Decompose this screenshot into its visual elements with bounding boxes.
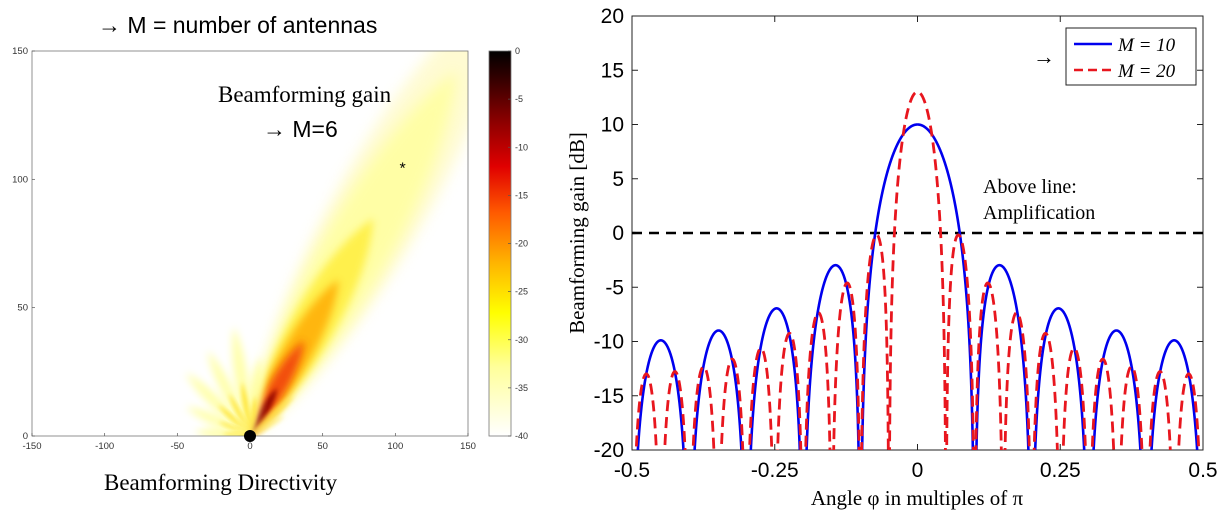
amplification-annotation-line2: Amplification [983,202,1095,224]
line-axis-ticks: -0.5 -0.25 0 0.25 0.5 20 15 10 5 0 -5 -10 -15 -20 [594,5,1218,482]
legend: M = 10 M = 20 [1065,27,1197,86]
beam-gain-chart: -0.5 -0.25 0 0.25 0.5 20 15 10 5 0 -5 -10 -15 -20 Abo… [565,5,1218,510]
heatmap-field [185,51,468,436]
heatmap-x-tick-label: -150 [22,441,41,452]
side-lobe-core-2 [241,381,251,436]
colorbar-tick-label: -35 [515,383,528,393]
heatmap-caption: Beamforming Directivity [104,470,338,495]
colorbar-tick-label: -15 [515,190,528,200]
y-tick-label: 0 [612,222,624,245]
heatmap-x-tick-label: 150 [460,441,476,452]
legend-arrow: → [1033,44,1055,69]
side-lobe-core-4 [217,404,250,436]
series-line-m10 [636,123,1199,450]
amplification-annotation-line1: Above line: [983,176,1077,198]
colorbar-tick-label: -20 [515,239,528,249]
x-tick-label: 0.25 [1040,459,1081,482]
colorbar-tick-label: -10 [515,142,528,152]
legend-box [1065,27,1197,86]
source-antenna-marker [244,430,256,442]
y-tick-label: -10 [594,331,624,354]
y-tick-label: 10 [601,114,624,137]
heatmap-ticks: -150 -100 -50 0 50 100 150 0 50 100 150 [12,46,476,452]
target-star-marker: * [399,161,405,178]
y-tick-label: -5 [605,276,624,299]
heatmap-x-tick-label: 50 [317,441,328,452]
y-tick-label: 15 [601,59,624,82]
colorbar [488,50,512,437]
colorbar-tick-label: -30 [515,335,528,345]
y-tick-label: -20 [594,439,624,462]
legend-label-m20: M = 20 [1117,61,1176,82]
heatmap-x-tick-label: 0 [247,441,252,452]
y-axis-label: Beamforming gain [dB] [565,132,589,334]
heatmap-x-tick-label: -50 [170,441,184,452]
heatmap-annotation: Beamforming gain [218,82,392,107]
x-tick-label: -0.25 [751,459,799,482]
header-note: → M = number of antennas [98,12,378,38]
colorbar-tick-label: -40 [515,431,528,441]
series-line-m20 [634,90,1201,450]
legend-label-m10: M = 10 [1117,35,1176,56]
x-tick-label: 0 [912,459,924,482]
x-tick-label: -0.5 [614,459,650,482]
x-tick-label: 0.5 [1188,459,1217,482]
heatmap-y-tick-label: 100 [12,174,28,185]
colorbar-tick-label: -5 [515,94,523,104]
side-lobe-core-1 [249,396,257,436]
y-tick-label: 5 [612,168,624,191]
heatmap-x-tick-label: 100 [387,441,403,452]
side-lobe-right-1 [250,395,295,436]
side-lobe-core-5 [218,421,250,436]
side-lobe-right-2 [250,415,285,436]
heatmap-y-tick-label: 0 [23,431,28,442]
main-beam-core [250,388,278,436]
side-lobe-core-3 [228,393,250,436]
colorbar-tick-label: 0 [515,46,520,56]
heatmap-annotation-sub: → M=6 [263,116,338,142]
colorbar-ticks: 0 -5 -10 -15 -20 -25 -30 -35 -40 [508,46,528,441]
side-lobe-6 [195,428,250,436]
y-tick-label: -15 [594,385,624,408]
heatmap-x-tick-label: -100 [95,441,114,452]
heatmap-y-tick-label: 50 [17,303,28,314]
x-axis-label: Angle φ in multiples of π [811,486,1024,510]
colorbar-tick-label: -25 [515,287,528,297]
heatmap-y-tick-label: 150 [12,46,28,57]
y-tick-label: 20 [601,5,624,28]
